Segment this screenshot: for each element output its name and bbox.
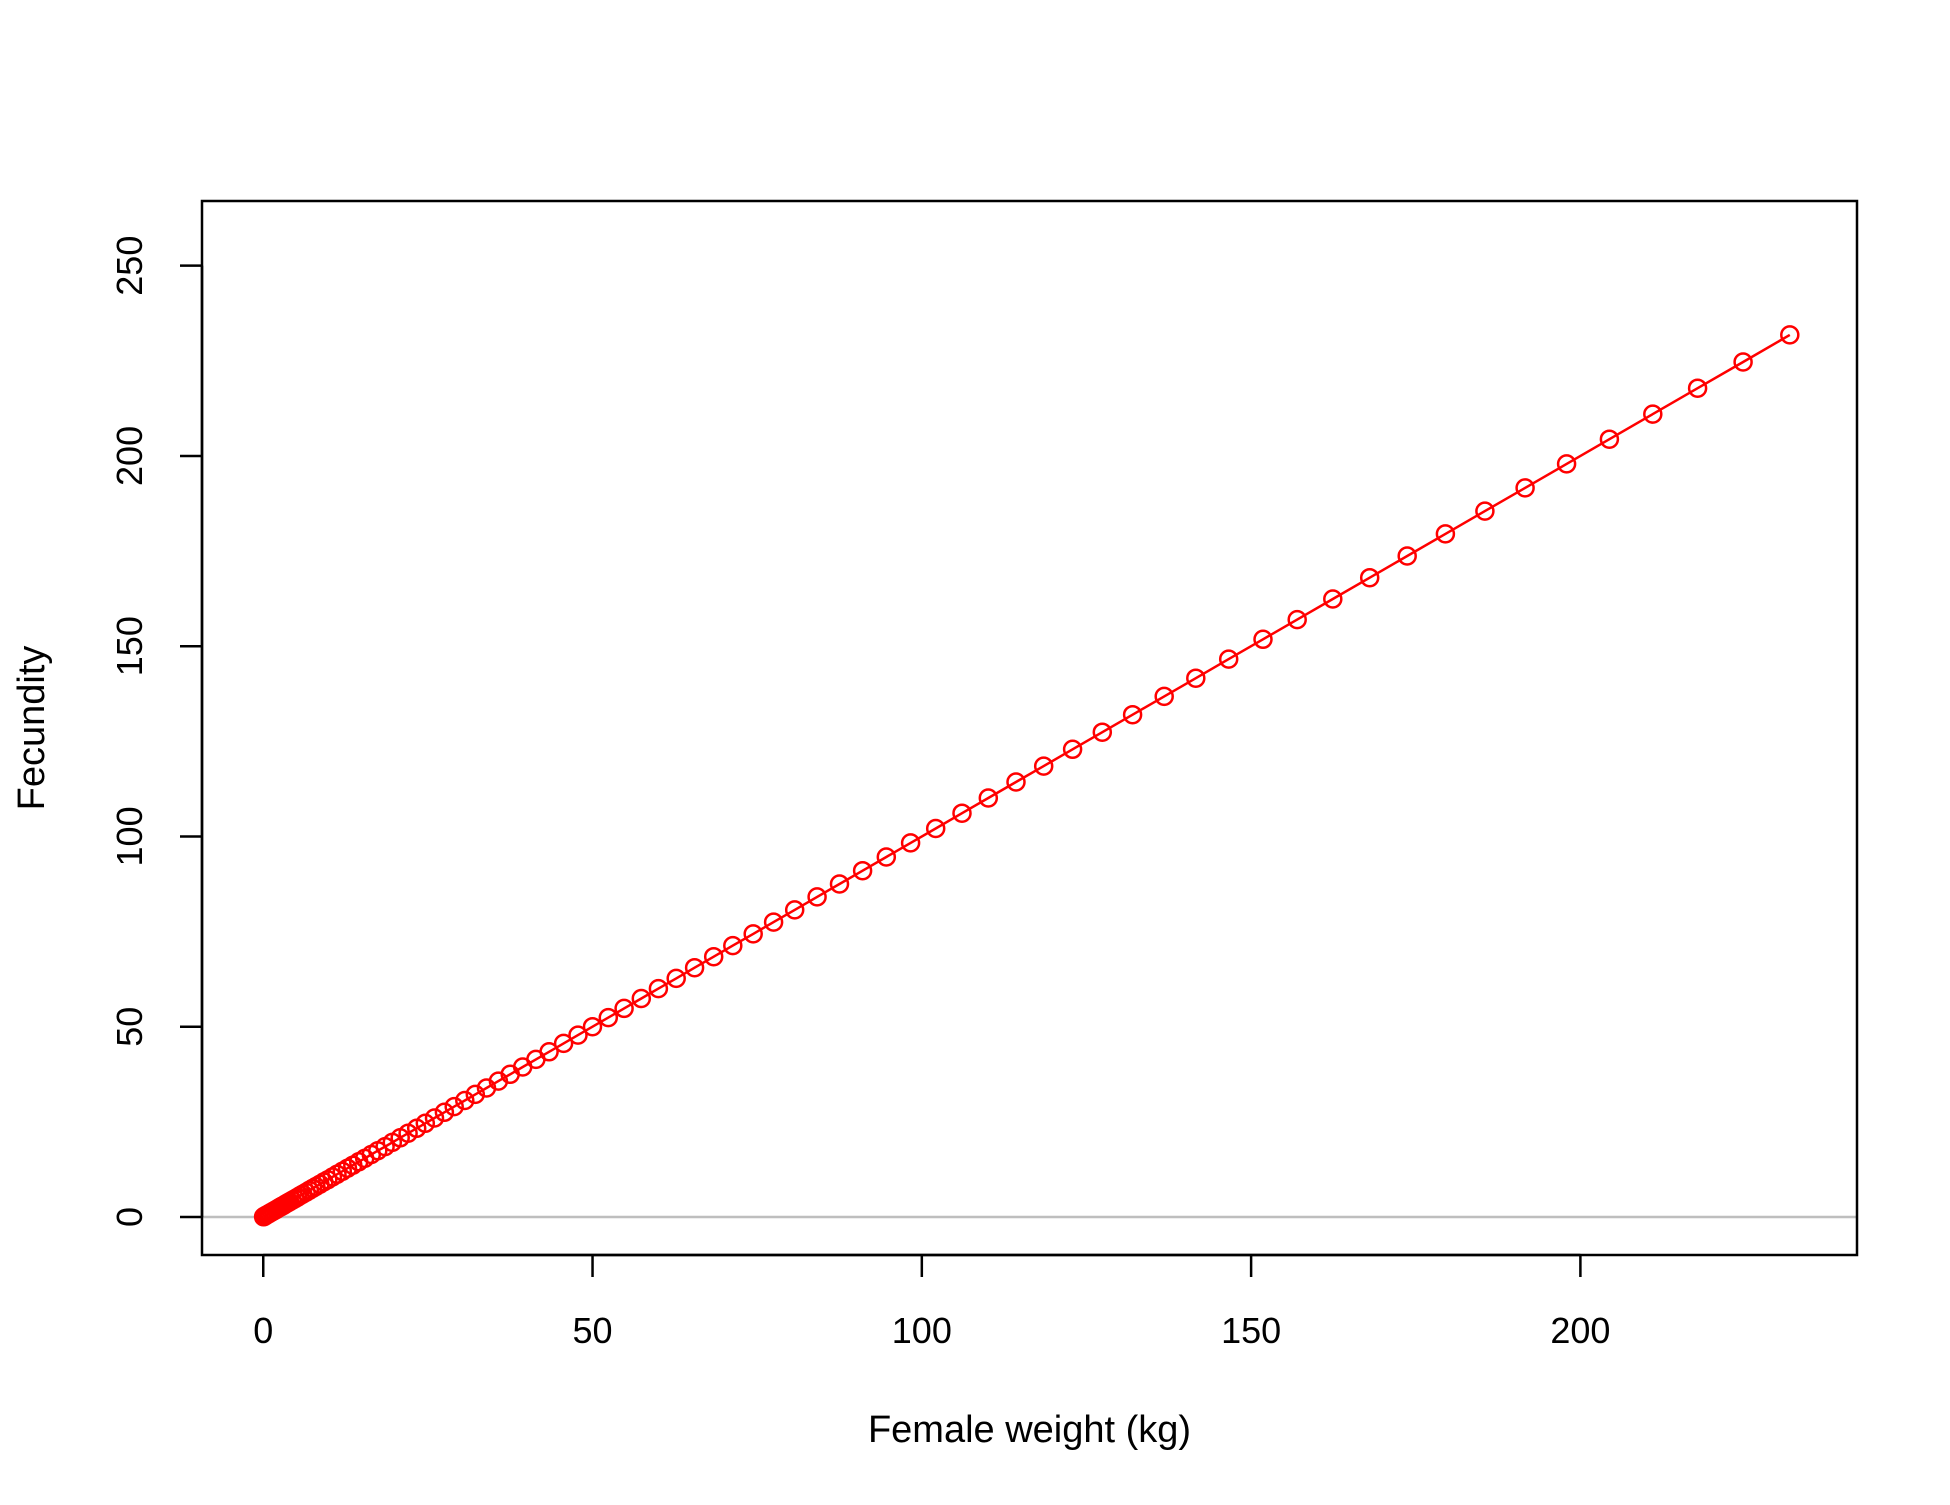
data-point [568, 1025, 588, 1045]
data-point [1006, 772, 1026, 792]
y-tick-label: 150 [109, 616, 150, 676]
data-point [852, 860, 873, 881]
data-point [434, 1102, 455, 1123]
x-tick-label: 50 [573, 1310, 613, 1351]
data-point [1154, 686, 1174, 707]
x-tick-label: 100 [892, 1310, 952, 1351]
data-point [1780, 325, 1800, 345]
y-tick-label: 0 [109, 1207, 150, 1227]
data-point [465, 1084, 486, 1105]
x-axis-label: Female weight (kg) [868, 1409, 1191, 1451]
data-point [582, 1016, 603, 1037]
data-point [684, 957, 705, 978]
data-point [1599, 429, 1620, 449]
data-point [631, 988, 652, 1009]
data-point [925, 818, 946, 839]
data-point [1359, 567, 1380, 588]
x-tick-label: 200 [1550, 1310, 1610, 1351]
data-point [807, 887, 827, 907]
data-point [1515, 478, 1535, 498]
data-point [1033, 756, 1054, 776]
data-point [763, 912, 784, 932]
series-line [262, 333, 1791, 1218]
data-point [876, 847, 897, 867]
y-tick-label: 250 [109, 236, 150, 296]
data-point [1186, 668, 1206, 688]
data-point [784, 900, 805, 920]
data-point [1556, 454, 1577, 474]
data-point [1435, 524, 1456, 544]
data-point [1253, 629, 1273, 650]
y-tick-label: 100 [109, 806, 150, 866]
x-tick-label: 150 [1221, 1310, 1281, 1351]
data-point [1475, 501, 1495, 521]
data-point [1092, 722, 1113, 742]
data-point [743, 924, 763, 944]
y-tick-label: 50 [109, 1007, 150, 1047]
data-point [1323, 589, 1343, 609]
axis-layer: 0 50 100 150 200 0 50 100 150 200 250 [109, 236, 1610, 1351]
data-point [1643, 404, 1663, 424]
data-point [1218, 649, 1239, 669]
data-point [1397, 546, 1417, 566]
data-point [444, 1096, 464, 1117]
series-layer [253, 325, 1800, 1227]
y-axis-label: Fecundity [11, 646, 53, 811]
data-point [900, 833, 921, 853]
data-point [539, 1042, 559, 1062]
data-point [1733, 352, 1753, 372]
data-point [952, 803, 972, 823]
data-point [424, 1108, 445, 1128]
data-point [1062, 739, 1083, 760]
data-point [978, 788, 999, 808]
data-point [703, 946, 724, 967]
data-point [666, 968, 686, 989]
data-point [723, 935, 743, 956]
data-point [1122, 704, 1143, 725]
x-tick-label: 0 [253, 1310, 273, 1351]
plot-frame [200, 199, 1859, 1257]
data-point [1287, 609, 1307, 630]
data-point [648, 978, 669, 999]
data-point [614, 998, 634, 1019]
data-point [553, 1033, 574, 1054]
data-point [1687, 378, 1708, 398]
y-tick-label: 200 [109, 426, 150, 486]
data-point [598, 1007, 619, 1028]
data-point [829, 874, 850, 894]
data-point [455, 1090, 475, 1111]
